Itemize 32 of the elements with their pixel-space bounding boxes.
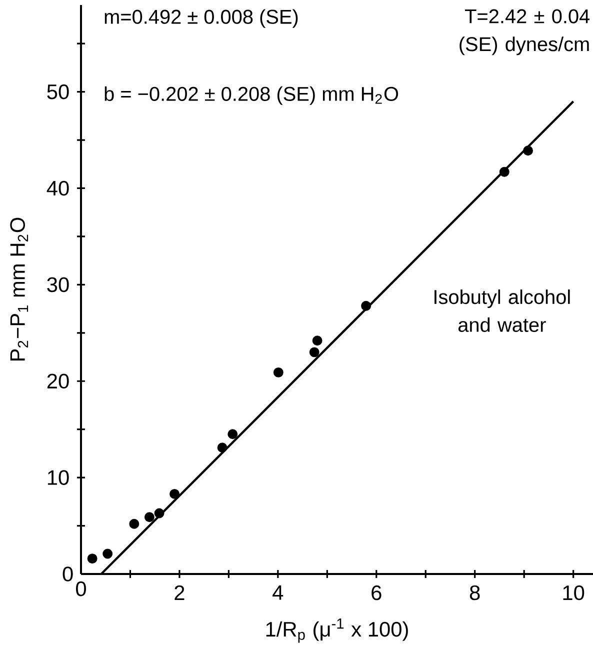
point [309, 347, 320, 358]
y-tick-label: 30 [47, 277, 69, 292]
y-tick-label: 0 [62, 566, 73, 582]
annotation: T=2.42 ± 0.04 (SE) dynes/cm [460, 9, 590, 56]
y-tick-label: 10 [48, 470, 69, 485]
point [523, 146, 533, 156]
point [273, 367, 284, 378]
x-tick-label: 2 [174, 585, 184, 600]
point [170, 488, 180, 499]
point [154, 508, 164, 518]
annotation: m=0.492 ± 0.008 (SE) [104, 9, 298, 28]
y-tick-label: 40 [46, 180, 69, 196]
x-tick-label: 4 [272, 585, 284, 600]
point [144, 512, 154, 522]
point [87, 554, 98, 564]
x-tick-label: 10 [563, 585, 584, 600]
x-tick-label: 8 [470, 585, 480, 600]
annotation: Isobutyl alcohol and water [434, 289, 570, 332]
annotation: b = −0.202 ± 0.208 (SE) mm H$_{2}$O [104, 86, 398, 105]
point [102, 548, 113, 559]
point [312, 336, 322, 346]
x-tick-label: 6 [372, 585, 382, 600]
y-tick-label: 50 [47, 84, 69, 100]
point [361, 300, 372, 311]
point [499, 166, 510, 177]
x-tick-label: 0 [76, 581, 86, 596]
y-axis-title: P$_{2}$−P$_{1}$ mm H$_{2}$O [10, 218, 28, 360]
point [217, 442, 228, 453]
x-axis-title: 1/R$_{p}$ (μ$^{-1}$ x 100) [266, 618, 408, 643]
point [129, 518, 140, 529]
point [228, 429, 238, 440]
y-tick-label: 20 [47, 374, 69, 389]
